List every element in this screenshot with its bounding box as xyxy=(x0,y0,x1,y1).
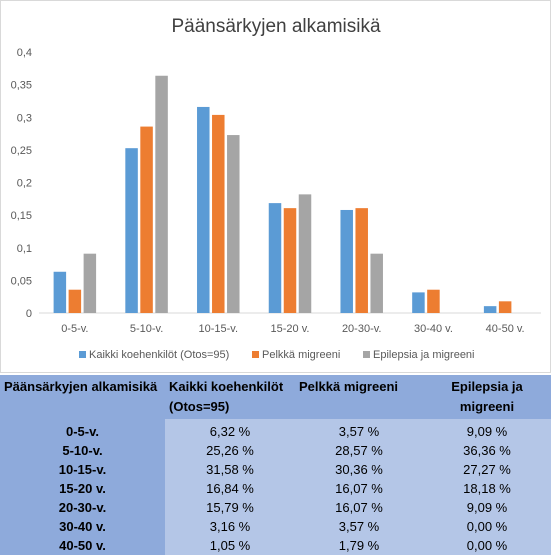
bar-2 xyxy=(140,126,153,313)
legend-label-2: Pelkkä migreeni xyxy=(262,349,340,361)
table-cell: 0,00 % xyxy=(423,517,551,536)
table-cell: 16,07 % xyxy=(295,479,423,498)
table-cell: 25,26 % xyxy=(165,441,295,460)
x-tick-label: 40-50 v. xyxy=(486,323,525,335)
row-label: 10-15-v. xyxy=(0,460,165,479)
table-cell: 18,18 % xyxy=(423,479,551,498)
bar-1 xyxy=(125,148,138,313)
y-tick-label: 0,15 xyxy=(11,210,32,222)
table-cell: 3,16 % xyxy=(165,517,295,536)
bar-1 xyxy=(483,306,497,313)
legend-swatch-1 xyxy=(79,351,86,358)
table-cell: 3,57 % xyxy=(295,419,423,441)
table-cell: 3,57 % xyxy=(295,517,423,536)
table-cell: 30,36 % xyxy=(295,460,423,479)
header-epilepsy-migraine: Epilepsia ja migreeni xyxy=(423,375,551,419)
row-label: 20-30-v. xyxy=(0,498,165,517)
table-cell: 9,09 % xyxy=(423,419,551,441)
y-tick-label: 0,2 xyxy=(17,178,32,190)
y-tick-label: 0,35 xyxy=(11,80,32,92)
bar-3 xyxy=(298,194,312,313)
table-cell: 31,58 % xyxy=(165,460,295,479)
header-all-subjects: Kaikki koehenkilöt (Otos=95) xyxy=(165,375,295,419)
bar-1 xyxy=(412,292,425,313)
legend-swatch-2 xyxy=(252,351,259,358)
bar-1 xyxy=(340,209,353,313)
bar-2 xyxy=(498,301,512,313)
bar-3 xyxy=(83,253,97,313)
row-label: 40-50 v. xyxy=(0,536,165,555)
bar-1 xyxy=(53,271,67,313)
data-table: Päänsärkyjen alkamisikä Kaikki koehenkil… xyxy=(0,375,551,555)
x-tick-label: 0-5-v. xyxy=(61,323,88,335)
table-row: 40-50 v. 1,05 % 1,79 % 0,00 % xyxy=(0,536,551,555)
y-tick-label: 0,4 xyxy=(17,47,32,59)
header-age: Päänsärkyjen alkamisikä xyxy=(0,375,165,419)
y-tick-label: 0,05 xyxy=(11,275,32,287)
bar-1 xyxy=(268,203,282,313)
bar-2 xyxy=(283,208,297,313)
row-label: 30-40 v. xyxy=(0,517,165,536)
table-cell: 16,07 % xyxy=(295,498,423,517)
table-cell: 0,00 % xyxy=(423,536,551,555)
row-label: 5-10-v. xyxy=(0,441,165,460)
y-tick-label: 0 xyxy=(26,308,32,320)
table-cell: 6,32 % xyxy=(165,419,295,441)
table-cell: 1,05 % xyxy=(165,536,295,555)
table-header-row: Päänsärkyjen alkamisikä Kaikki koehenkil… xyxy=(0,375,551,419)
bar-1 xyxy=(197,106,210,314)
bar-2 xyxy=(427,289,440,313)
table-cell: 36,36 % xyxy=(423,441,551,460)
x-tick-label: 20-30-v. xyxy=(342,323,382,335)
bar-2 xyxy=(355,208,368,313)
bar-3 xyxy=(370,253,383,313)
legend-label-1: Kaikki koehenkilöt (Otos=95) xyxy=(89,349,229,361)
table-cell: 16,84 % xyxy=(165,479,295,498)
table-cell: 9,09 % xyxy=(423,498,551,517)
x-tick-label: 5-10-v. xyxy=(130,323,163,335)
y-tick-label: 0,3 xyxy=(17,112,32,124)
y-tick-label: 0,25 xyxy=(11,145,32,157)
table-row: 30-40 v. 3,16 % 3,57 % 0,00 % xyxy=(0,517,551,536)
table-row: 10-15-v. 31,58 % 30,36 % 27,27 % xyxy=(0,460,551,479)
row-label: 0-5-v. xyxy=(0,419,165,441)
legend-swatch-3 xyxy=(363,351,370,358)
row-label: 15-20 v. xyxy=(0,479,165,498)
bar-2 xyxy=(68,289,82,313)
table-cell: 28,57 % xyxy=(295,441,423,460)
y-tick-label: 0,1 xyxy=(17,243,32,255)
x-tick-label: 15-20 v. xyxy=(271,323,310,335)
table-row: 15-20 v. 16,84 % 16,07 % 18,18 % xyxy=(0,479,551,498)
bar-3 xyxy=(155,75,168,313)
table-row: 5-10-v. 25,26 % 28,57 % 36,36 % xyxy=(0,441,551,460)
table-row: 20-30-v. 15,79 % 16,07 % 9,09 % xyxy=(0,498,551,517)
x-tick-label: 10-15-v. xyxy=(199,323,239,335)
x-tick-label: 30-40 v. xyxy=(414,323,453,335)
bar-3 xyxy=(227,135,240,313)
table-cell: 15,79 % xyxy=(165,498,295,517)
chart-title: Päänsärkyjen alkamisikä xyxy=(171,16,381,37)
bar-chart: Päänsärkyjen alkamisikä 0 0,05 0,1 0,15 0,2 0,… xyxy=(11,16,541,361)
bar-2 xyxy=(212,114,225,313)
table-cell: 1,79 % xyxy=(295,536,423,555)
header-migraine-only: Pelkkä migreeni xyxy=(295,375,423,419)
table-cell: 27,27 % xyxy=(423,460,551,479)
chart-panel: Päänsärkyjen alkamisikä 0 0,05 0,1 0,15 0,2 0,… xyxy=(0,0,551,373)
legend-label-3: Epilepsia ja migreeni xyxy=(373,349,475,361)
table-row: 0-5-v. 6,32 % 3,57 % 9,09 % xyxy=(0,419,551,441)
